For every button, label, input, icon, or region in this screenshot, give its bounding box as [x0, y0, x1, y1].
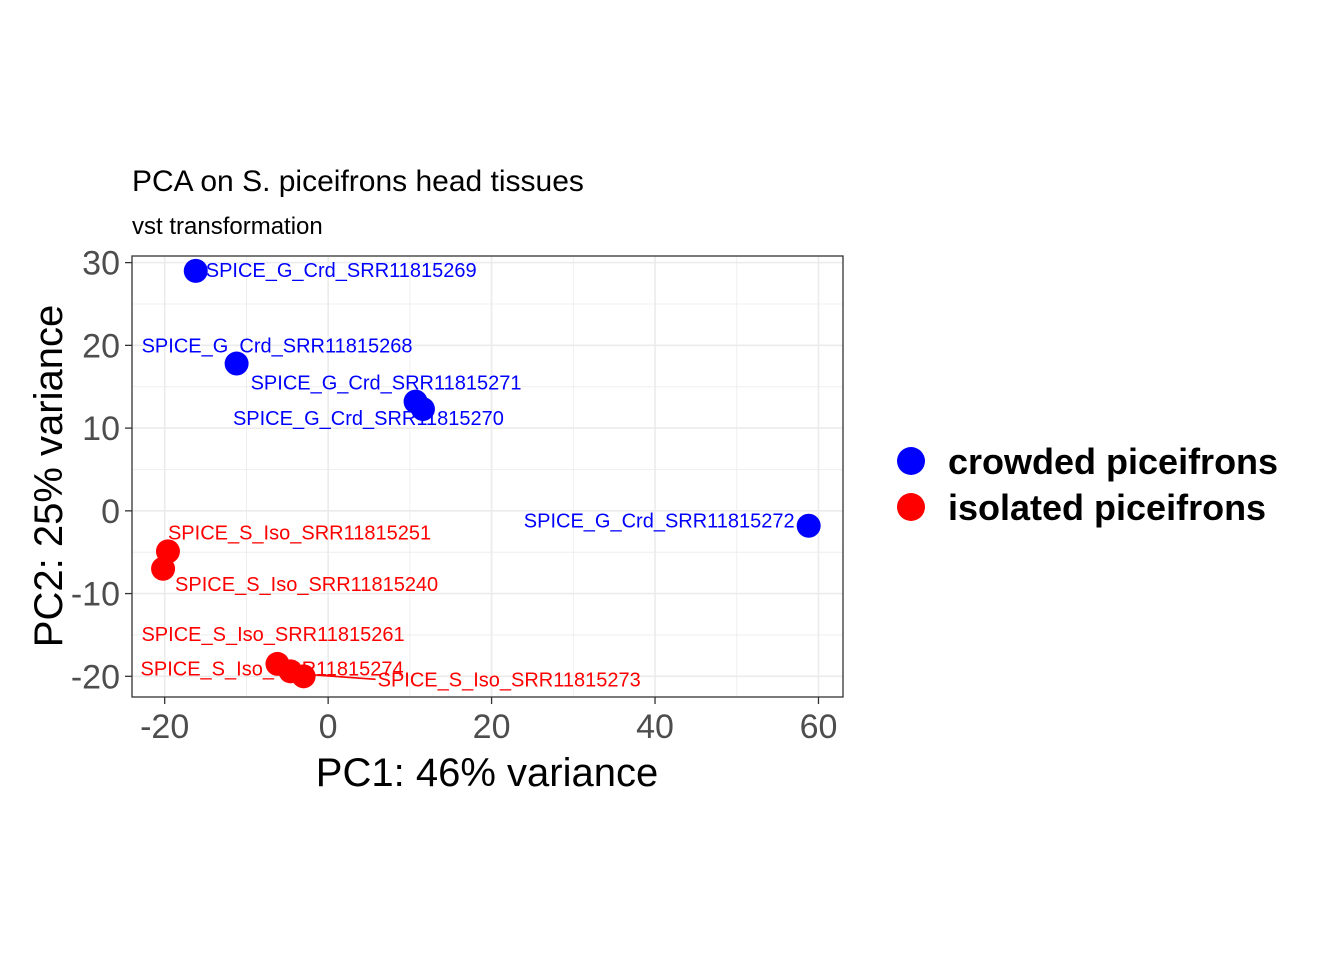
- point-label: SPICE_G_Crd_SRR11815271: [251, 373, 522, 395]
- point-label: SPICE_S_Iso_SRR11815261: [141, 624, 404, 646]
- x-tick-label: 60: [800, 708, 838, 746]
- x-axis-title: PC1: 46% variance: [316, 751, 658, 795]
- x-tick-label: -20: [140, 708, 189, 746]
- y-tick-label: -20: [71, 658, 120, 696]
- axis-ticks: -20 0 20 40 60 -20 -10 0 10 20 30: [71, 245, 838, 746]
- point-label: SPICE_S_Iso_SRR11815274: [141, 658, 404, 680]
- x-tick-label: 20: [473, 708, 511, 746]
- y-axis-title: PC2: 25% variance: [27, 305, 71, 647]
- y-tick-label: -10: [71, 576, 120, 614]
- point-label: SPICE_G_Crd_SRR11815269: [206, 260, 477, 282]
- x-tick-label: 40: [636, 708, 674, 746]
- point-labels: SPICE_G_Crd_SRR11815269 SPICE_G_Crd_SRR11…: [141, 260, 795, 691]
- y-tick-label: 0: [101, 493, 120, 531]
- legend-label: isolated piceifrons: [948, 487, 1266, 528]
- data-point: [183, 258, 208, 283]
- label-leader-lines: [305, 673, 376, 681]
- point-label: SPICE_G_Crd_SRR11815270: [233, 408, 504, 430]
- point-label: SPICE_S_Iso_SRR11815240: [175, 574, 438, 596]
- y-tick-label: 30: [82, 245, 120, 283]
- point-label: SPICE_G_Crd_SRR11815272: [524, 511, 795, 533]
- label-leader-line: [305, 673, 376, 681]
- legend-key: [897, 493, 925, 521]
- data-points: [151, 258, 821, 689]
- data-point: [224, 351, 249, 376]
- plot-panel-border: [131, 255, 844, 698]
- y-tick-label: 20: [82, 327, 120, 365]
- point-label: SPICE_S_Iso_SRR11815273: [378, 669, 641, 691]
- y-tick-label: 10: [82, 410, 120, 448]
- data-point: [151, 556, 176, 581]
- legend-label: crowded piceifrons: [948, 441, 1278, 482]
- x-tick-label: 0: [319, 708, 338, 746]
- point-label: SPICE_S_Iso_SRR11815251: [168, 522, 431, 544]
- legend-key: [897, 447, 925, 475]
- data-point: [796, 513, 821, 538]
- chart-title: PCA on S. piceifrons head tissues: [132, 165, 584, 198]
- point-label: SPICE_G_Crd_SRR11815268: [142, 336, 413, 358]
- grid-lines: [132, 256, 843, 697]
- chart-subtitle: vst transformation: [132, 213, 323, 240]
- data-point: [410, 397, 435, 422]
- data-point: [291, 664, 316, 689]
- legend: crowded piceifrons isolated piceifrons: [897, 441, 1278, 528]
